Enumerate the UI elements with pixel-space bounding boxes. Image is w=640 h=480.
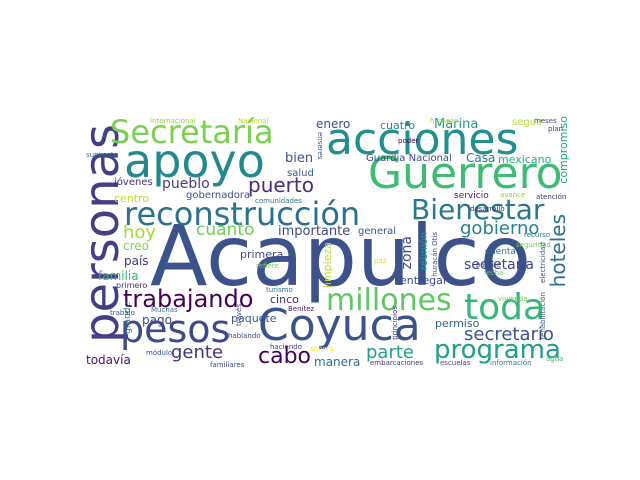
word: pago bbox=[142, 313, 172, 327]
word: familiares bbox=[210, 361, 245, 369]
word: centro bbox=[114, 192, 150, 205]
word: parte bbox=[366, 342, 414, 363]
word: Muchas bbox=[151, 306, 178, 314]
word: reconstrucción bbox=[124, 195, 361, 233]
word: servicio bbox=[454, 191, 489, 201]
word: secretaria bbox=[464, 257, 534, 273]
word: poder bbox=[398, 137, 419, 145]
word: trabajando bbox=[123, 285, 254, 313]
word: gobierno bbox=[460, 218, 540, 239]
word: mexicano bbox=[498, 153, 552, 166]
word: programa bbox=[434, 335, 561, 365]
word: huracán bbox=[430, 117, 459, 125]
word: país bbox=[124, 254, 149, 268]
word: supuesto bbox=[86, 151, 118, 159]
word: Bienestar bbox=[411, 193, 545, 226]
word: jóvenes bbox=[114, 177, 153, 188]
word: fecha bbox=[484, 269, 504, 277]
word: huracán Otis bbox=[431, 232, 439, 277]
word: Coyuca bbox=[258, 300, 421, 351]
word: electricidad bbox=[539, 242, 547, 283]
word: Guerrero bbox=[368, 148, 563, 199]
word: internacional bbox=[150, 117, 196, 125]
word: parque bbox=[476, 261, 501, 269]
word: manera bbox=[314, 355, 361, 369]
word: rehabilitación bbox=[539, 292, 547, 340]
word: avance bbox=[500, 191, 526, 199]
word: puerto bbox=[248, 173, 314, 197]
word: enero bbox=[316, 117, 351, 131]
word: agua bbox=[546, 355, 564, 363]
word: pueblo bbox=[162, 176, 210, 192]
word: hoy bbox=[123, 222, 157, 243]
word: gente bbox=[171, 342, 224, 363]
word: secretario bbox=[464, 324, 554, 345]
word: atención bbox=[536, 193, 567, 201]
word: comunidades bbox=[255, 197, 302, 205]
word: Acapulco bbox=[150, 207, 532, 305]
word: reunión bbox=[419, 232, 430, 270]
word: embarcaciones bbox=[370, 359, 424, 367]
word: Benítez bbox=[288, 305, 315, 313]
word: pesos bbox=[120, 307, 231, 351]
word: escuelas bbox=[440, 359, 471, 367]
word: primero bbox=[116, 281, 148, 290]
word: Marina bbox=[434, 117, 479, 132]
word: toda bbox=[464, 287, 546, 328]
word: general bbox=[358, 226, 397, 237]
word: recurso bbox=[524, 231, 551, 239]
word-cloud: Acapulco personas apoyo acciones Guerrer… bbox=[78, 114, 570, 370]
word: cuanto bbox=[196, 220, 255, 240]
word: todavía bbox=[86, 353, 131, 367]
word: desarrollo bbox=[470, 205, 505, 213]
word: cuenta bbox=[485, 247, 516, 257]
word: millones bbox=[326, 283, 452, 318]
word: Nacional bbox=[238, 117, 269, 125]
word: turismo bbox=[266, 286, 293, 294]
word: seguir bbox=[512, 117, 543, 128]
word: primera bbox=[240, 248, 284, 261]
word: salud bbox=[287, 168, 314, 179]
word: acciones bbox=[326, 114, 519, 165]
word: módulo bbox=[146, 349, 173, 357]
word: cuatro bbox=[380, 119, 416, 132]
word: cinco bbox=[270, 293, 299, 306]
word: gobernadora bbox=[186, 190, 251, 201]
word: familia bbox=[98, 269, 139, 283]
word: paquete bbox=[231, 312, 277, 325]
word: principios bbox=[391, 306, 399, 340]
word: Casa bbox=[466, 151, 496, 165]
word: señora bbox=[310, 345, 334, 353]
word: refiere bbox=[256, 262, 279, 270]
word: través bbox=[235, 304, 243, 327]
word: entregar bbox=[400, 274, 448, 287]
word: seguridad bbox=[516, 241, 551, 249]
word: bien bbox=[285, 151, 314, 166]
word: Secretaría bbox=[110, 114, 274, 151]
word: cabo bbox=[258, 344, 312, 369]
word: paz bbox=[374, 257, 387, 265]
word: limpieza bbox=[321, 242, 334, 289]
word: plan bbox=[548, 125, 564, 133]
word: Guardia Nacional bbox=[366, 153, 452, 164]
word: trabajo bbox=[110, 309, 135, 317]
word: hablando bbox=[228, 332, 261, 340]
word: meses bbox=[534, 117, 557, 125]
word: vivienda bbox=[498, 295, 528, 303]
word: haciendo bbox=[270, 343, 302, 351]
word: hoteles bbox=[546, 214, 570, 288]
word: zona bbox=[399, 236, 415, 270]
word: creo bbox=[123, 239, 149, 253]
word: información bbox=[490, 359, 532, 367]
word: apoyo bbox=[124, 134, 265, 188]
word: enseres bbox=[316, 132, 324, 160]
word: grande bbox=[123, 302, 133, 334]
word: permiso bbox=[435, 317, 480, 330]
word: importante bbox=[278, 224, 351, 239]
